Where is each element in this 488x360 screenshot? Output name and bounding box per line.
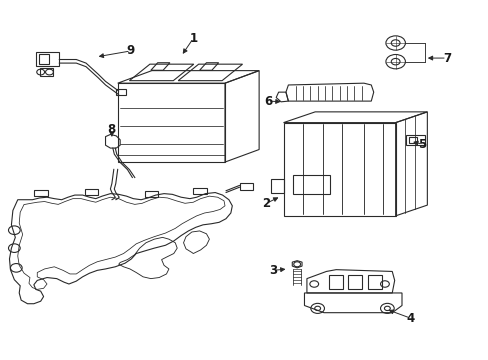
Bar bbox=[406, 135, 424, 145]
Bar bbox=[239, 183, 253, 190]
Bar bbox=[293, 175, 329, 194]
Text: 5: 5 bbox=[418, 138, 426, 150]
Text: 7: 7 bbox=[442, 51, 450, 64]
Bar bbox=[367, 275, 381, 289]
Text: 4: 4 bbox=[406, 311, 413, 325]
Text: 2: 2 bbox=[262, 197, 270, 210]
Bar bbox=[116, 89, 126, 95]
Bar bbox=[193, 188, 206, 194]
Text: 6: 6 bbox=[263, 95, 271, 108]
Bar bbox=[40, 68, 53, 76]
Bar bbox=[39, 54, 49, 64]
Text: 3: 3 bbox=[268, 264, 276, 277]
Bar bbox=[347, 275, 361, 289]
Bar bbox=[328, 275, 342, 289]
Bar bbox=[408, 137, 416, 143]
Text: 8: 8 bbox=[107, 123, 116, 136]
Bar bbox=[144, 191, 158, 197]
Bar bbox=[36, 52, 59, 66]
Bar bbox=[84, 189, 98, 195]
Text: 9: 9 bbox=[126, 44, 135, 57]
Text: 1: 1 bbox=[189, 32, 197, 45]
Bar bbox=[34, 190, 47, 196]
